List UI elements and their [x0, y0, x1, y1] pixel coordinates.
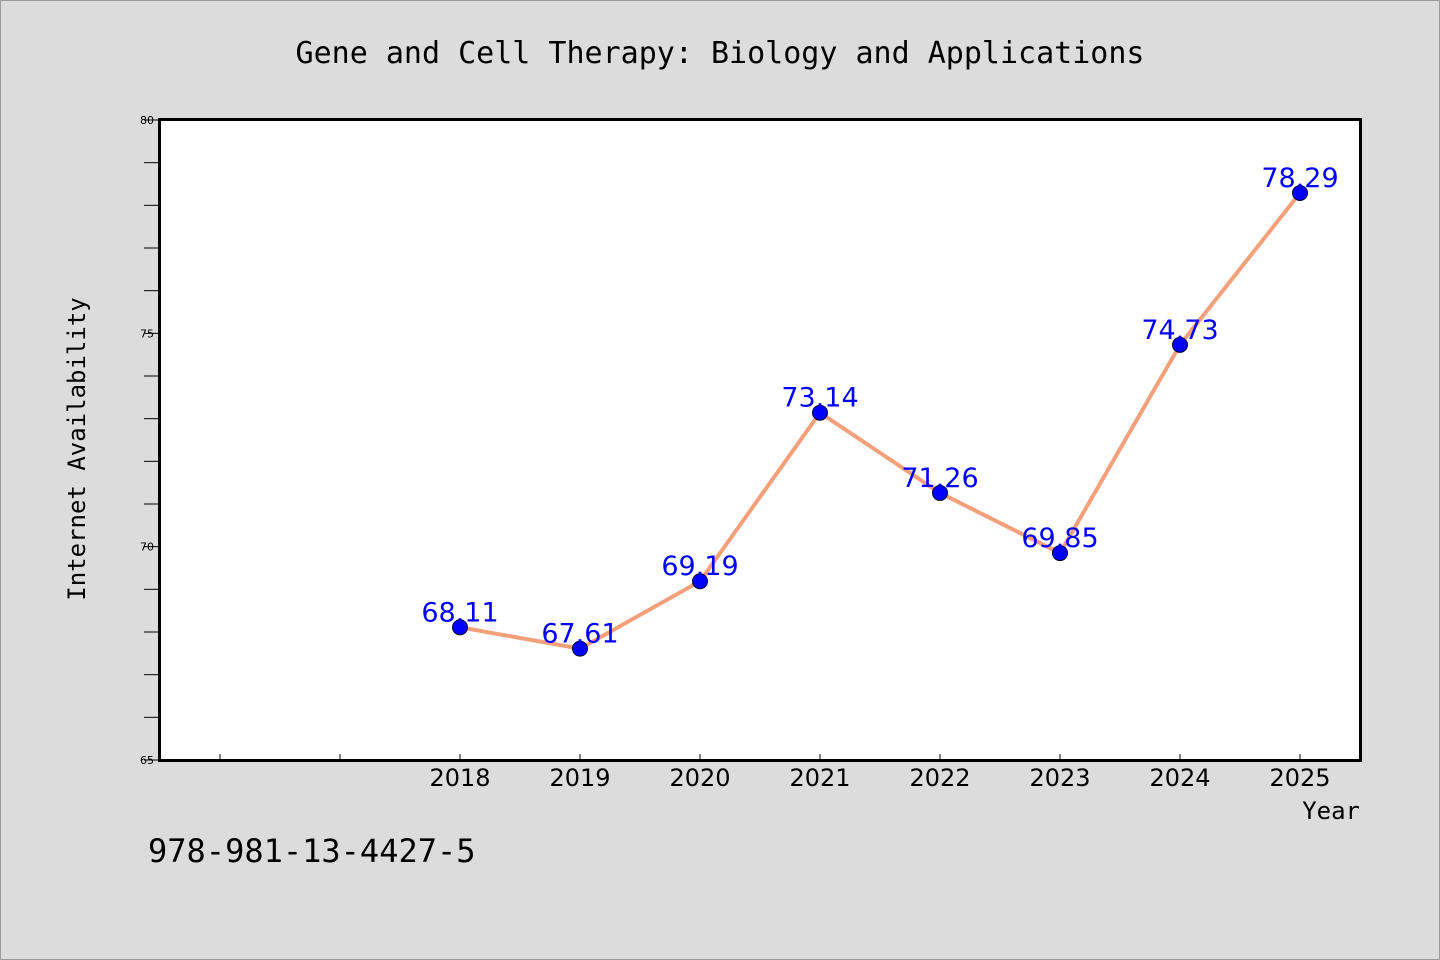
data-label: 78.29: [1261, 163, 1338, 194]
data-label: 73.14: [781, 383, 858, 414]
x-tick-label: 2024: [1149, 764, 1210, 792]
y-tick-label: 75: [140, 327, 154, 340]
x-axis: 2018 2019 2020 2021 2022 2023 2024 2025: [219, 754, 1331, 792]
y-axis: 65 70 75 80: [140, 114, 160, 767]
data-label: 68.11: [421, 597, 498, 628]
data-label: 74.73: [1141, 315, 1218, 346]
series-line: [459, 191, 1302, 651]
data-point: [1172, 336, 1188, 353]
data-point: [1292, 184, 1308, 201]
data-point: [932, 484, 948, 501]
x-tick-label: 2023: [1029, 764, 1090, 792]
x-tick-label: 2019: [549, 764, 610, 792]
y-axis-label: Internet Availability: [63, 297, 91, 600]
chart-title: Gene and Cell Therapy: Biology and Appli…: [296, 36, 1145, 71]
data-point: [692, 573, 708, 590]
y-tick-label: 65: [140, 754, 154, 767]
data-point: [452, 619, 468, 636]
x-tick-label: 2020: [669, 764, 730, 792]
data-label: 69.85: [1021, 523, 1098, 554]
plot-area: [158, 118, 1362, 762]
x-tick-label: 2018: [429, 764, 490, 792]
isbn-footer: 978-981-13-4427-5: [148, 832, 476, 870]
x-tick-label: 2021: [789, 764, 850, 792]
data-label: 71.26: [901, 463, 978, 494]
data-point: [1052, 545, 1068, 562]
x-tick-label: 2022: [909, 764, 970, 792]
data-labels: 68.11 67.61 69.19 73.14 71.26 69.85 74.73 78.29: [421, 163, 1338, 650]
x-axis-label: Year: [1302, 797, 1360, 825]
data-point: [812, 404, 828, 421]
y-tick-label: 70: [140, 541, 154, 554]
x-tick-label: 2025: [1269, 764, 1330, 792]
data-point: [572, 640, 588, 657]
series-markers: [452, 184, 1308, 657]
data-label: 69.19: [661, 551, 738, 582]
data-label: 67.61: [541, 619, 618, 650]
y-tick-label: 80: [140, 114, 154, 127]
